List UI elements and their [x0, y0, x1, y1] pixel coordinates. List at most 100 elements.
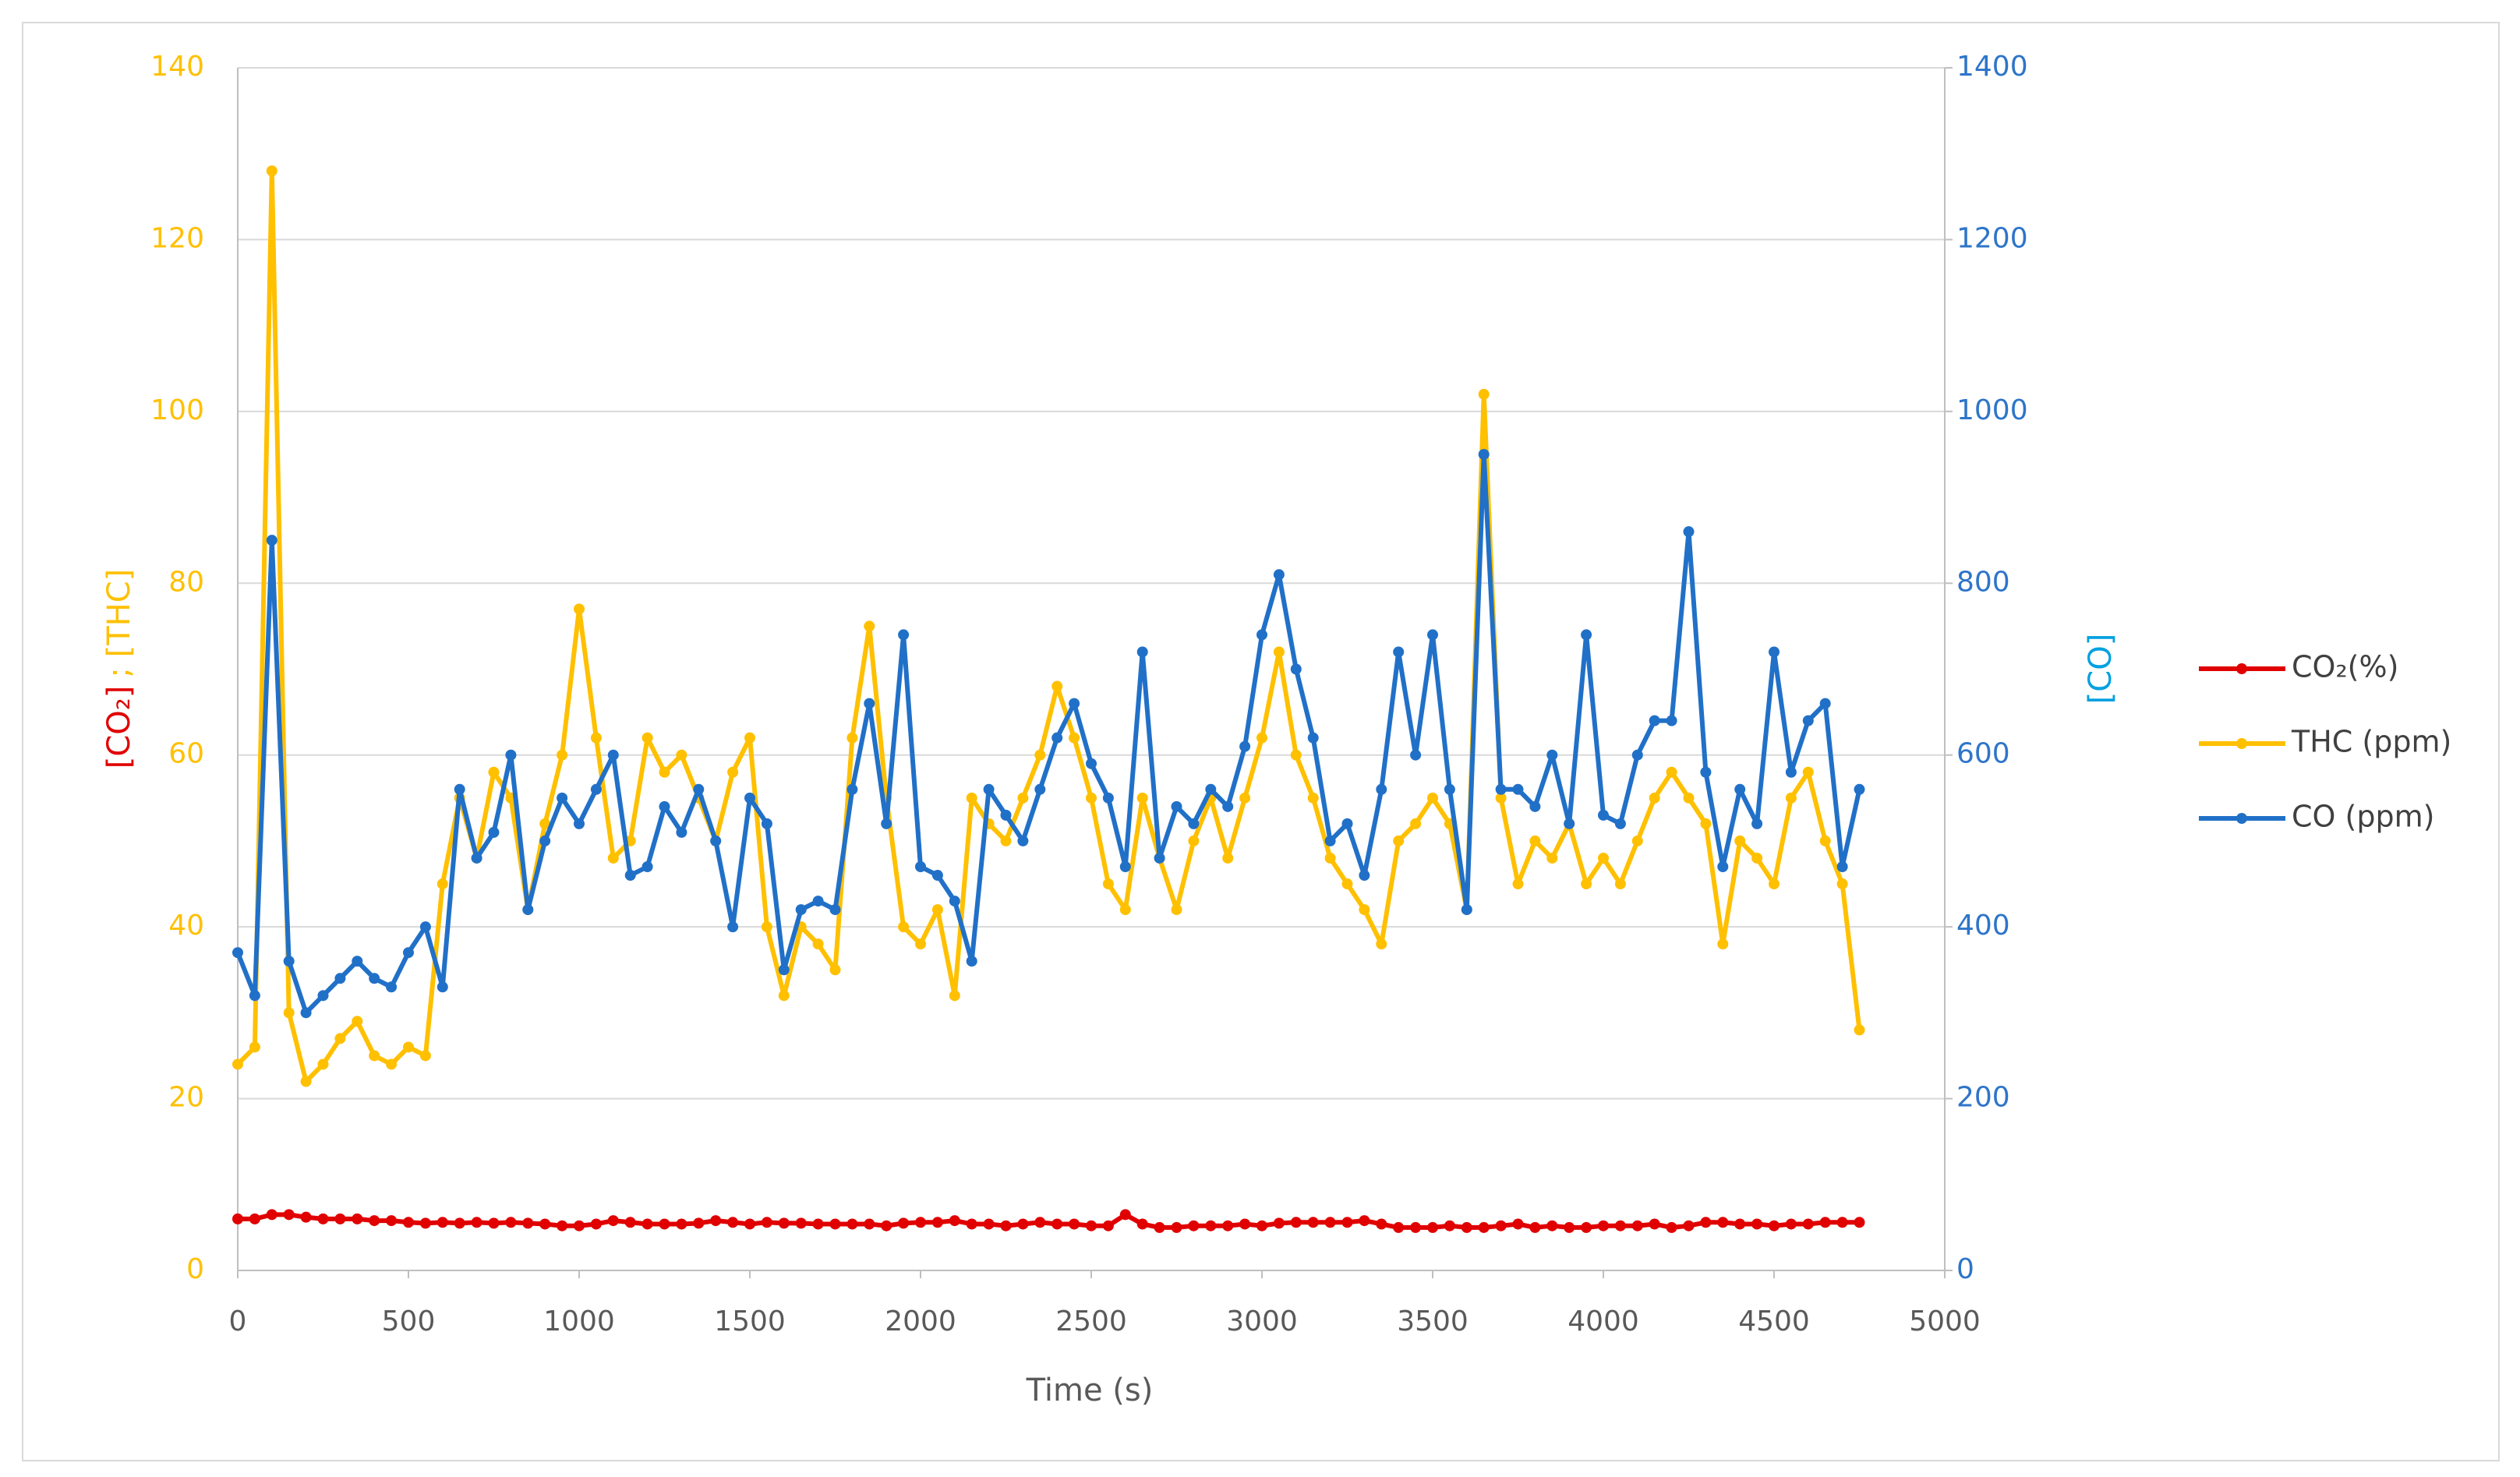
series-marker [1769, 878, 1780, 890]
y2-tick-label: 400 [1956, 910, 2010, 942]
series-marker [1631, 835, 1643, 846]
series-marker [1546, 749, 1558, 761]
series-marker [539, 1218, 551, 1230]
series-marker [1000, 1220, 1012, 1231]
y2-tick-label: 1000 [1956, 394, 2028, 426]
series-marker [1461, 904, 1472, 916]
series-marker [1239, 740, 1251, 752]
series-marker [1051, 680, 1063, 692]
series-marker [283, 1007, 295, 1019]
series-marker [1700, 1217, 1712, 1228]
series-marker [1341, 818, 1353, 829]
series-marker [1529, 1221, 1541, 1233]
series-marker [864, 1218, 875, 1230]
series-marker [1802, 1218, 1814, 1230]
series-marker [352, 1016, 363, 1027]
series-marker [1136, 1218, 1148, 1230]
series-marker [1631, 749, 1643, 761]
series-marker [1564, 818, 1575, 829]
series-marker [1393, 646, 1405, 658]
series-marker [659, 766, 670, 778]
series-marker [1444, 1220, 1455, 1231]
series-marker [1119, 860, 1131, 872]
series-marker [386, 1058, 398, 1070]
series-marker [488, 766, 500, 778]
series-marker [1136, 646, 1148, 658]
series-marker [419, 921, 431, 933]
series-marker [488, 1217, 500, 1229]
series-marker [1273, 1217, 1285, 1229]
series-marker [1256, 732, 1267, 744]
series-marker [1034, 783, 1046, 795]
series-marker [1427, 792, 1438, 804]
y2-tick-label: 0 [1956, 1253, 1974, 1285]
series-marker [1802, 766, 1814, 778]
series-marker [676, 826, 687, 838]
series-marker [1785, 766, 1797, 778]
series-marker [1034, 1217, 1046, 1228]
series-marker [1273, 646, 1285, 658]
x-tick-label: 5000 [1909, 1306, 1981, 1337]
series-marker [607, 749, 619, 761]
y-axis-title-part: ; [THC] [101, 569, 137, 678]
series-marker [1017, 792, 1029, 804]
x-tick-label: 4000 [1567, 1306, 1639, 1337]
series-marker [1239, 792, 1251, 804]
series-marker [1222, 1220, 1234, 1231]
series-marker [522, 904, 534, 916]
series-marker [1785, 1218, 1797, 1230]
series-marker [641, 860, 653, 872]
series-marker [641, 732, 653, 744]
series-marker [744, 792, 755, 804]
series-marker [1102, 1220, 1114, 1231]
series-marker [812, 1218, 824, 1230]
series-marker [1102, 878, 1114, 890]
x-tick-label: 0 [229, 1306, 247, 1337]
series-marker [1086, 792, 1097, 804]
series-marker [454, 1217, 465, 1229]
series-marker [283, 956, 295, 967]
y-axis-title-part: [CO₂] [101, 686, 137, 769]
series-marker [403, 947, 414, 959]
series-marker [676, 749, 687, 761]
series-marker [1324, 852, 1336, 864]
series-marker [864, 698, 875, 709]
series-marker [1188, 818, 1200, 829]
series-marker [1836, 878, 1848, 890]
x-tick-label: 1500 [714, 1306, 786, 1337]
series-marker [1512, 783, 1524, 795]
series-marker [1427, 629, 1438, 641]
series-marker [386, 981, 398, 993]
series-marker [1051, 732, 1063, 744]
series-marker [419, 1050, 431, 1062]
series-marker [931, 870, 943, 882]
series-marker [1581, 878, 1592, 890]
legend-label: CO (ppm) [2292, 800, 2434, 834]
series-marker [624, 1217, 636, 1228]
series-marker [710, 1215, 722, 1227]
y-tick-label: 140 [150, 51, 204, 83]
series-marker [1444, 783, 1455, 795]
series-marker [1290, 1217, 1302, 1228]
series-marker [1256, 1220, 1267, 1231]
series-marker [352, 956, 363, 967]
series-marker [1700, 766, 1712, 778]
series-marker [898, 629, 910, 641]
series-marker [539, 818, 551, 829]
series-marker [1854, 1217, 1865, 1228]
series-marker [761, 818, 772, 829]
series-marker [1649, 715, 1660, 726]
series-marker [1273, 569, 1285, 581]
series-marker [1034, 749, 1046, 761]
series-marker [931, 904, 943, 916]
series-marker [232, 947, 243, 959]
series-marker [727, 1217, 739, 1228]
y2-tick-label: 800 [1956, 566, 2010, 598]
y-tick-label: 40 [168, 910, 204, 942]
series-marker [624, 870, 636, 882]
series-marker [1069, 1218, 1080, 1230]
y-tick-label: 0 [186, 1253, 204, 1285]
series-marker [676, 1218, 687, 1230]
series-marker [829, 1218, 841, 1230]
series-marker [590, 783, 602, 795]
